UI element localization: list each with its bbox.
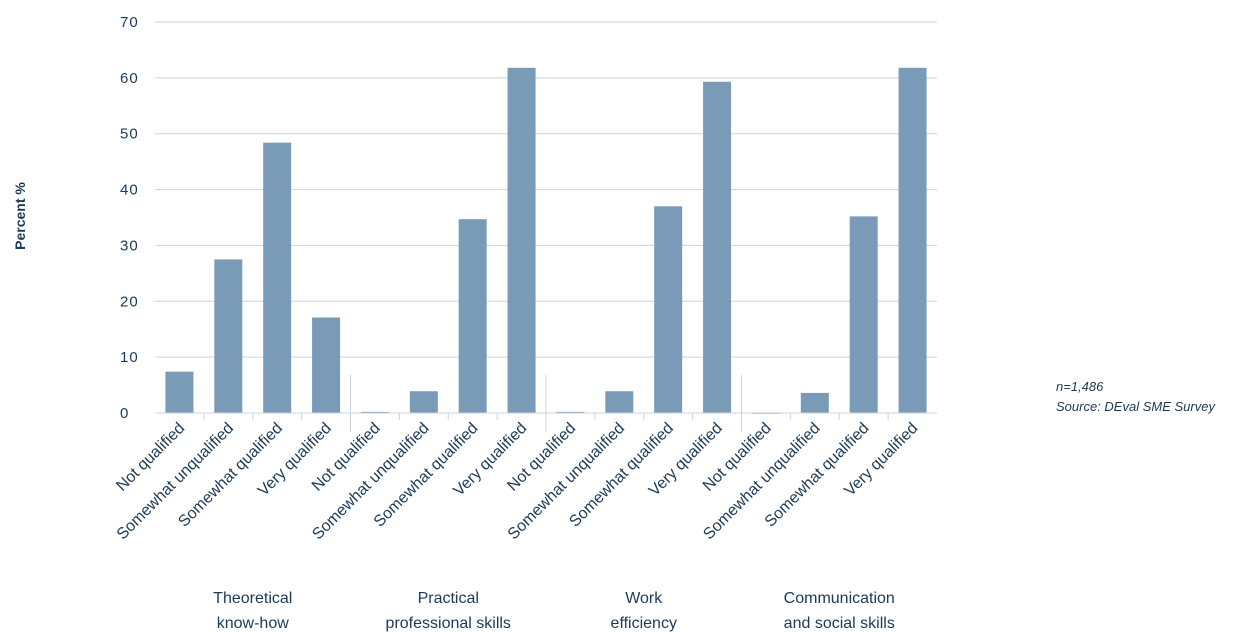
y-tick-label: 40 bbox=[120, 182, 139, 199]
bar bbox=[654, 206, 683, 413]
bar bbox=[800, 392, 829, 413]
bar bbox=[312, 317, 341, 413]
bar bbox=[898, 67, 927, 413]
sample-size-note: n=1,486 bbox=[1056, 379, 1104, 394]
y-tick-label: 50 bbox=[120, 126, 139, 143]
y-tick-label: 60 bbox=[120, 70, 139, 87]
bar bbox=[556, 411, 585, 413]
group-label: and social skills bbox=[784, 615, 895, 632]
bar bbox=[360, 411, 389, 413]
source-note: Source: DEval SME Survey bbox=[1056, 399, 1216, 414]
y-tick-label: 70 bbox=[120, 14, 139, 31]
y-tick-label: 30 bbox=[120, 237, 139, 254]
y-axis-label: Percent % bbox=[12, 182, 28, 250]
x-axis bbox=[155, 375, 937, 432]
group-label: Practical bbox=[418, 590, 479, 607]
y-axis-ticks: 0 10 20 30 40 50 60 70 bbox=[120, 14, 139, 422]
group-labels: Theoretical know-how Practical professional… bbox=[213, 590, 895, 632]
y-tick-label: 0 bbox=[120, 405, 129, 422]
bars bbox=[165, 67, 927, 414]
bar bbox=[605, 391, 634, 413]
group-label: professional skills bbox=[386, 615, 511, 632]
bar bbox=[409, 391, 438, 413]
group-label: Work bbox=[625, 590, 663, 607]
bar bbox=[507, 67, 536, 413]
bar bbox=[849, 216, 878, 413]
group-label: Theoretical bbox=[213, 590, 292, 607]
group-label: efficiency bbox=[611, 615, 677, 632]
bar bbox=[263, 142, 292, 413]
y-tick-label: 10 bbox=[120, 349, 139, 366]
bar bbox=[214, 259, 243, 413]
group-label: Communication bbox=[784, 590, 895, 607]
bar bbox=[458, 219, 487, 413]
bar bbox=[703, 81, 732, 413]
group-label: know-how bbox=[217, 615, 289, 632]
bar bbox=[165, 371, 194, 413]
y-tick-label: 20 bbox=[120, 293, 139, 310]
